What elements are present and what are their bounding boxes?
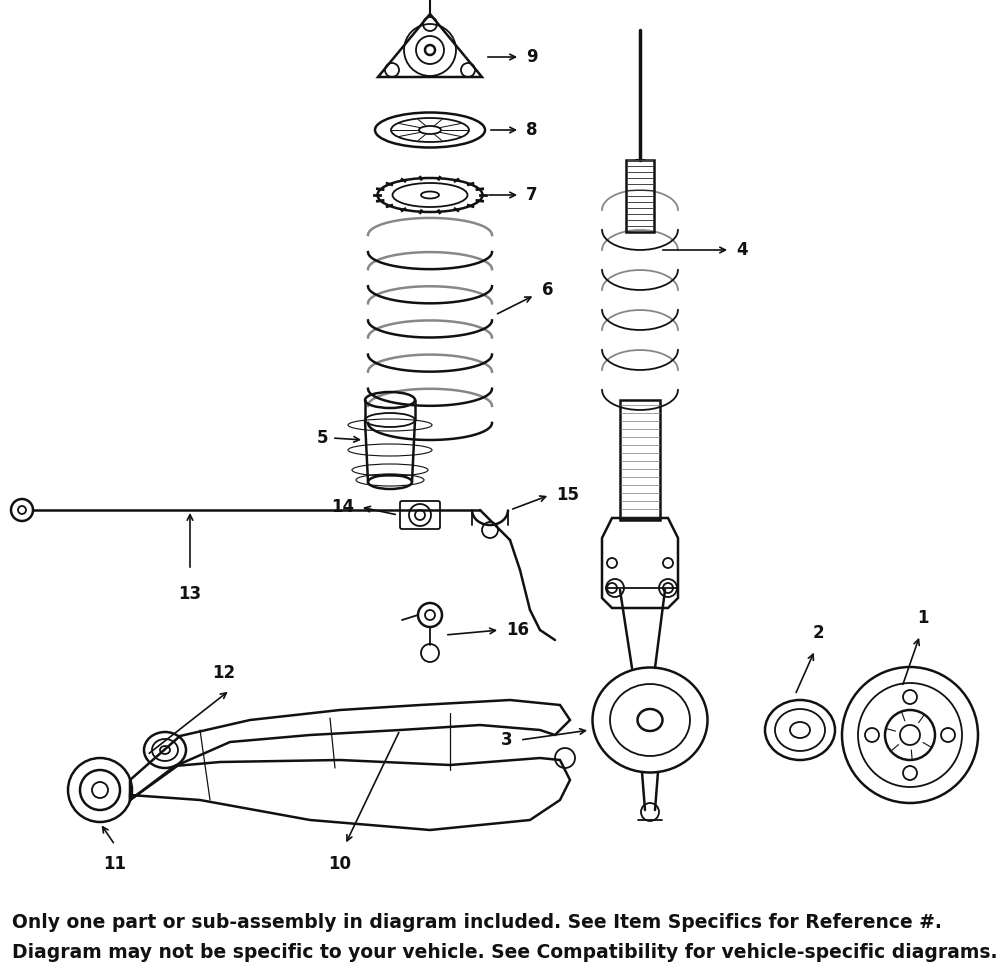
Text: Only one part or sub-assembly in diagram included. See Item Specifics for Refere: Only one part or sub-assembly in diagram… [12, 914, 942, 932]
Text: 3: 3 [501, 731, 513, 749]
Bar [620, 400, 660, 520]
Text: Diagram may not be specific to your vehicle. See Compatibility for vehicle-speci: Diagram may not be specific to your vehi… [12, 944, 998, 962]
Text: 5: 5 [316, 429, 328, 447]
Text: 12: 12 [212, 664, 236, 682]
Bar [626, 160, 654, 232]
Text: 2: 2 [812, 624, 824, 642]
Text: 1: 1 [917, 609, 929, 627]
Text: 11: 11 [104, 855, 126, 873]
Text: 13: 13 [178, 585, 202, 603]
Text: 9: 9 [526, 48, 538, 66]
Text: 6: 6 [542, 281, 554, 299]
Text: 7: 7 [526, 186, 538, 204]
Text: 16: 16 [506, 621, 529, 639]
Text: 14: 14 [331, 498, 354, 516]
Text: 4: 4 [736, 241, 748, 259]
Text: 10: 10 [328, 855, 352, 873]
Text: 15: 15 [556, 486, 579, 504]
Text: 8: 8 [526, 121, 538, 139]
